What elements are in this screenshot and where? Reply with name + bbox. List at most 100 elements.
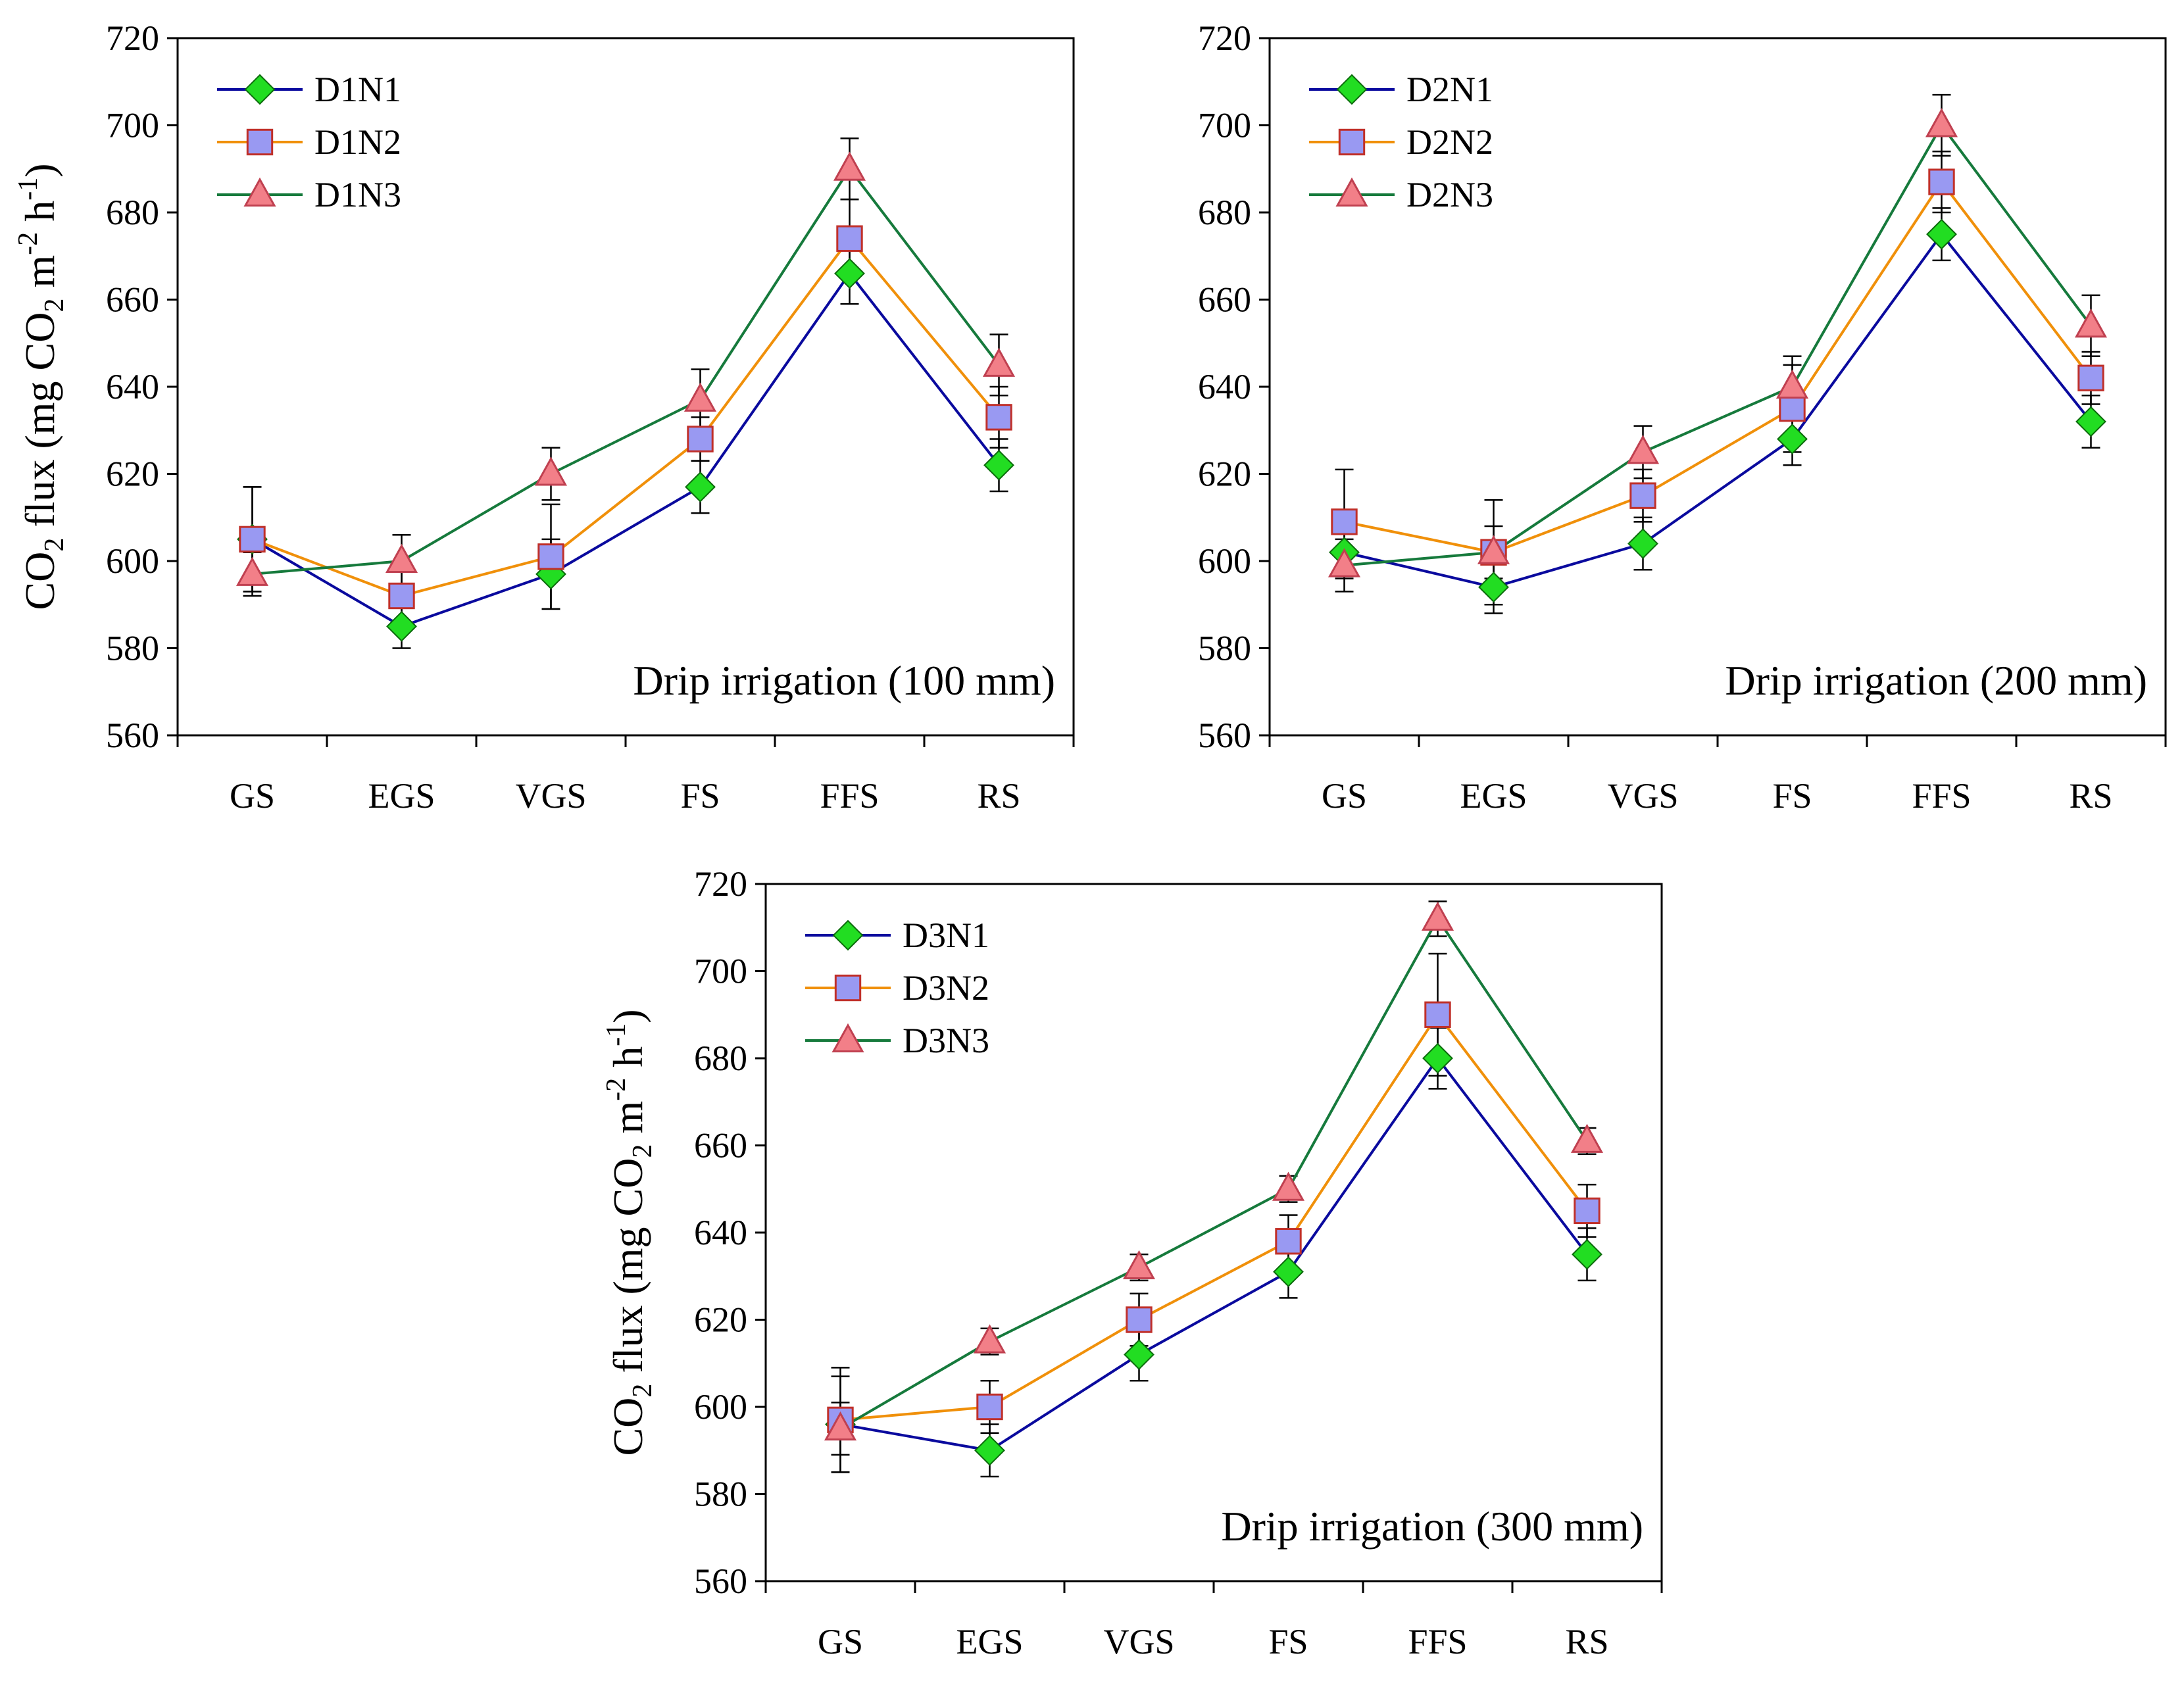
data-point [836,225,863,252]
x-tick-label: EGS [956,1622,1023,1661]
series-markers-D3N3 [824,901,1604,1441]
data-point [239,526,266,553]
data-point [1338,128,1366,156]
y-tick-label: 620 [694,1300,747,1340]
x-tick-label: FS [1772,776,1812,816]
legend-entry: D2N2 [1406,122,1493,162]
data-point [386,610,417,642]
series-line [1344,122,2093,567]
y-axis-label: CO2 flux (mg CO2 m-2 h-1) [601,1009,658,1456]
data-point [1926,218,1957,250]
data-point [1336,74,1368,105]
y-tick-label: 580 [694,1475,747,1514]
x-tick-label: FFS [1408,1622,1467,1661]
data-point [1126,1306,1153,1333]
y-tick-label: 720 [694,864,747,904]
data-point [1273,1256,1304,1288]
data-point [976,1393,1003,1421]
data-point [983,449,1014,481]
data-point [1331,508,1358,535]
x-tick-label: FS [680,776,720,816]
legend-entry: D1N2 [314,122,401,162]
legend-entry: D3N1 [903,916,989,955]
chart-panel-d2: 560 580 600 620 640 660 680 700 720 GS EGS VGS FS FFS… [1092,0,2184,845]
series-D1N2 [243,198,1008,623]
y-tick-label: 580 [1198,629,1251,668]
y-tick-label: 580 [106,629,159,668]
x-tick-label: VGS [515,776,586,816]
plot-frame [764,883,1663,1582]
series-line [252,166,1001,576]
series-line [839,916,1589,1430]
data-point [1424,1001,1451,1028]
y-tick-label: 720 [1198,18,1251,58]
x-tick-label: RS [2069,776,2112,816]
data-point [244,74,276,105]
y-tick-label: 640 [1198,367,1251,406]
panel-annotation: Drip irrigation (200 mm) [1725,657,2147,704]
y-tick-label: 680 [694,1039,747,1078]
plot-frame [1268,37,2167,737]
y-tick-label: 560 [694,1561,747,1601]
data-point [1421,901,1454,931]
x-tick-label: EGS [368,776,435,816]
series-line [251,236,1001,598]
y-tick-label: 660 [694,1126,747,1165]
chart-panel-d1: 560 580 600 620 640 660 680 700 720 GS EGS VGS FS FFS… [0,0,1092,845]
series-markers-D1N2 [239,225,1012,610]
y-tick-label: 600 [106,541,159,581]
x-tick-label: FFS [1912,776,1971,816]
series-line [840,1012,1589,1421]
x-tick-label: VGS [1103,1622,1174,1661]
series-D3N1 [831,1027,1597,1478]
line-chart: 560 580 600 620 640 660 680 700 720 GS EGS VGS FS FFS… [601,864,1663,1661]
y-tick-label: 700 [694,952,747,991]
data-point [834,974,862,1002]
y-tick-label: 700 [106,106,159,145]
x-tick-label: RS [1565,1622,1608,1661]
data-point [985,404,1012,431]
data-point [1779,395,1806,422]
data-point [1775,369,1809,399]
x-tick-label: GS [230,776,275,816]
data-point [1328,548,1361,577]
legend-entry: D1N3 [314,175,401,214]
data-point [687,426,714,453]
chart-panel-d3: 560 580 600 620 640 660 680 700 720 GS EGS VGS FS FFS… [588,846,1680,1691]
panel-annotation: Drip irrigation (100 mm) [633,657,1055,704]
data-point [537,543,564,570]
y-tick-label: 620 [1198,454,1251,494]
y-tick-label: 640 [106,367,159,406]
series-markers-D1N1 [237,258,1014,642]
data-point [246,128,274,156]
data-point [2075,406,2106,437]
data-point [982,347,1016,377]
x-tick-label: FFS [820,776,879,816]
data-point [973,1324,1006,1354]
data-point [1272,1171,1305,1201]
x-tick-label: EGS [1460,776,1527,816]
series-markers-D2N2 [1331,168,2104,566]
series-line [1344,180,2093,554]
data-point [1627,528,1658,559]
y-tick-label: 620 [106,454,159,494]
y-tick-label: 700 [1198,106,1251,145]
data-point [1335,177,1368,207]
data-point [1122,1250,1156,1279]
series-markers-D1N3 [236,151,1016,586]
data-point [1777,424,1808,454]
data-point [236,556,269,586]
series-line [251,271,1001,628]
line-chart: 560 580 600 620 640 660 680 700 720 GS EGS VGS FS FFS… [13,18,1075,816]
series-line [840,1056,1589,1452]
y-axis-label: CO2 flux (mg CO2 m-2 h-1) [13,163,70,610]
data-point [1124,1339,1154,1370]
x-tick-label: VGS [1607,776,1678,816]
x-tick-label: RS [977,776,1020,816]
legend-entry: D2N1 [1406,70,1493,109]
data-point [1275,1228,1302,1255]
data-point [1478,572,1509,603]
data-point [832,919,864,951]
data-point [243,177,276,207]
y-tick-label: 640 [694,1213,747,1252]
